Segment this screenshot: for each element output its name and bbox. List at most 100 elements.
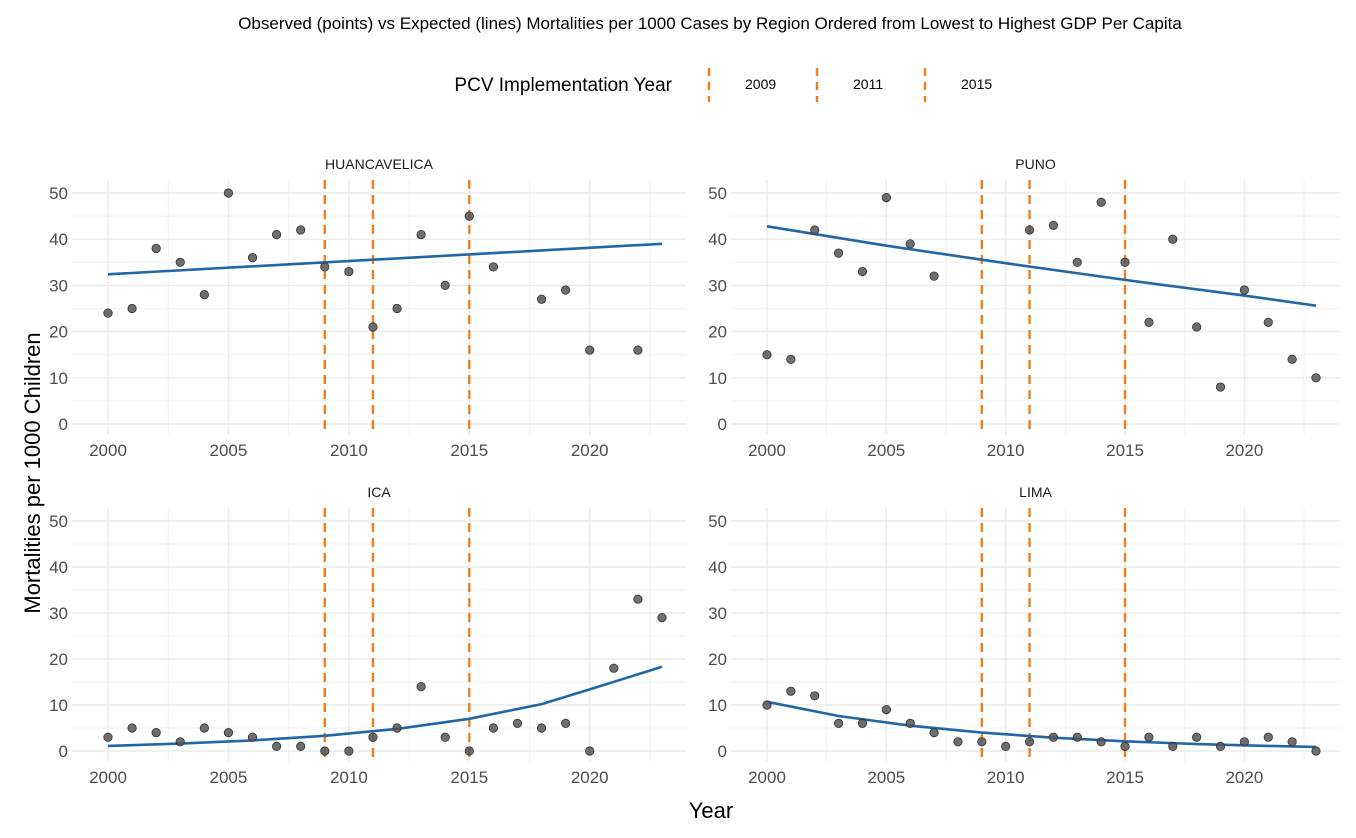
y-tick-label-30: 30 [708, 276, 727, 295]
observed-point-2022 [1287, 354, 1297, 364]
observed-point-2015 [464, 746, 474, 756]
observed-point-2013 [416, 229, 426, 240]
observed-point-2010 [1001, 741, 1011, 752]
observed-point-2017 [1168, 741, 1178, 752]
y-tick-label-50: 50 [708, 184, 727, 203]
observed-point-2008 [296, 225, 306, 235]
observed-point-2012 [392, 303, 402, 314]
x-tick-label-2005: 2005 [210, 441, 248, 460]
observed-point-2003 [834, 718, 844, 729]
observed-point-2008 [953, 737, 963, 747]
observed-point-2007 [272, 741, 282, 752]
observed-point-2006 [905, 718, 915, 729]
y-tick-label-30: 30 [708, 604, 727, 623]
panel-title: HUANCAVELICA [325, 156, 434, 172]
observed-point-2005 [881, 193, 891, 203]
observed-point-2019 [1215, 741, 1226, 752]
x-tick-label-2005: 2005 [867, 768, 905, 787]
observed-point-2003 [175, 737, 185, 747]
observed-point-2013 [416, 681, 426, 692]
observed-point-2006 [247, 732, 258, 742]
y-tick-label-0: 0 [718, 415, 727, 434]
observed-point-2018 [536, 723, 547, 733]
observed-point-2018 [1192, 322, 1202, 332]
x-tick-label-2015: 2015 [1106, 768, 1144, 787]
y-tick-label-10: 10 [49, 696, 68, 715]
x-tick-label-2000: 2000 [89, 768, 127, 787]
x-tick-label-2000: 2000 [748, 768, 786, 787]
y-tick-label-0: 0 [718, 742, 727, 761]
y-tick-label-20: 20 [708, 650, 727, 669]
panel-title: PUNO [1015, 156, 1056, 172]
expected-line [766, 700, 1317, 749]
x-tick-label-2020: 2020 [1225, 441, 1263, 460]
observed-point-2023 [1311, 373, 1321, 383]
observed-point-2015 [1120, 257, 1130, 267]
observed-point-2001 [127, 303, 137, 314]
observed-point-2019 [561, 285, 571, 295]
panel-title: ICA [367, 484, 391, 500]
observed-point-2002 [151, 727, 161, 738]
observed-point-2017 [1168, 234, 1178, 244]
y-tick-label-40: 40 [49, 558, 68, 577]
observed-point-2013 [1072, 257, 1082, 267]
observed-point-2011 [368, 322, 378, 332]
observed-point-2021 [1263, 317, 1273, 327]
y-tick-label-10: 10 [49, 369, 68, 388]
panel-puno: PUNO 2000 2005 2010 2015 2020 0 10 20 30 40 50 [708, 156, 1340, 460]
observed-point-2006 [905, 239, 915, 249]
observed-point-2014 [440, 280, 450, 290]
expected-line [766, 225, 1317, 307]
observed-point-2022 [633, 345, 643, 355]
observed-point-2008 [296, 741, 306, 752]
panel-lima: LIMA 2000 2005 2010 2015 2020 0 10 20 30 40 50 [708, 484, 1340, 787]
y-tick-label-30: 30 [49, 604, 68, 623]
observed-point-2009 [320, 262, 330, 272]
x-tick-label-2005: 2005 [210, 768, 248, 787]
observed-point-2012 [1048, 220, 1059, 230]
observed-point-2000 [103, 732, 113, 742]
observed-point-2009 [977, 737, 987, 747]
observed-point-2014 [1096, 737, 1106, 747]
observed-point-2015 [464, 211, 474, 221]
x-tick-label-2020: 2020 [571, 441, 609, 460]
observed-point-2023 [1311, 746, 1321, 756]
observed-point-2016 [488, 723, 498, 733]
expected-line [107, 242, 663, 276]
observed-point-2020 [585, 345, 595, 355]
observed-point-2005 [223, 727, 234, 738]
observed-point-2003 [175, 257, 185, 267]
observed-point-2014 [1096, 197, 1106, 207]
x-tick-label-2010: 2010 [330, 441, 368, 460]
y-tick-label-20: 20 [49, 650, 68, 669]
observed-point-2021 [609, 663, 619, 673]
x-tick-label-2015: 2015 [1106, 441, 1144, 460]
observed-point-2020 [585, 746, 595, 756]
observed-point-2016 [1144, 317, 1154, 327]
legend-keys: 2009 2011 2015 [707, 68, 992, 102]
x-tick-label-2020: 2020 [1225, 768, 1263, 787]
y-tick-label-50: 50 [708, 512, 727, 531]
y-tick-label-40: 40 [708, 230, 727, 249]
observed-point-2004 [199, 290, 209, 300]
y-tick-label-10: 10 [708, 696, 727, 715]
x-tick-label-2010: 2010 [330, 768, 368, 787]
y-axis-label: Mortalities per 1000 Children [20, 332, 45, 613]
observed-point-2011 [1024, 737, 1035, 747]
observed-point-2012 [1048, 732, 1059, 742]
legend-key-label-2009: 2009 [745, 76, 776, 92]
observed-point-2004 [857, 266, 868, 277]
panel-huancavelica: HUANCAVELICA 2000 2005 2010 2015 2020 0 10 20 30 4… [49, 156, 686, 460]
observed-point-2018 [536, 294, 547, 304]
observed-point-2016 [1144, 732, 1154, 742]
x-tick-label-2020: 2020 [571, 768, 609, 787]
x-tick-label-2010: 2010 [987, 768, 1025, 787]
observed-point-2003 [834, 248, 844, 258]
observed-point-2004 [857, 718, 868, 729]
expected-line [107, 665, 663, 748]
observed-point-2005 [223, 188, 234, 198]
observed-point-2022 [1287, 737, 1297, 747]
y-tick-label-50: 50 [49, 184, 68, 203]
panel-title: LIMA [1019, 484, 1052, 500]
